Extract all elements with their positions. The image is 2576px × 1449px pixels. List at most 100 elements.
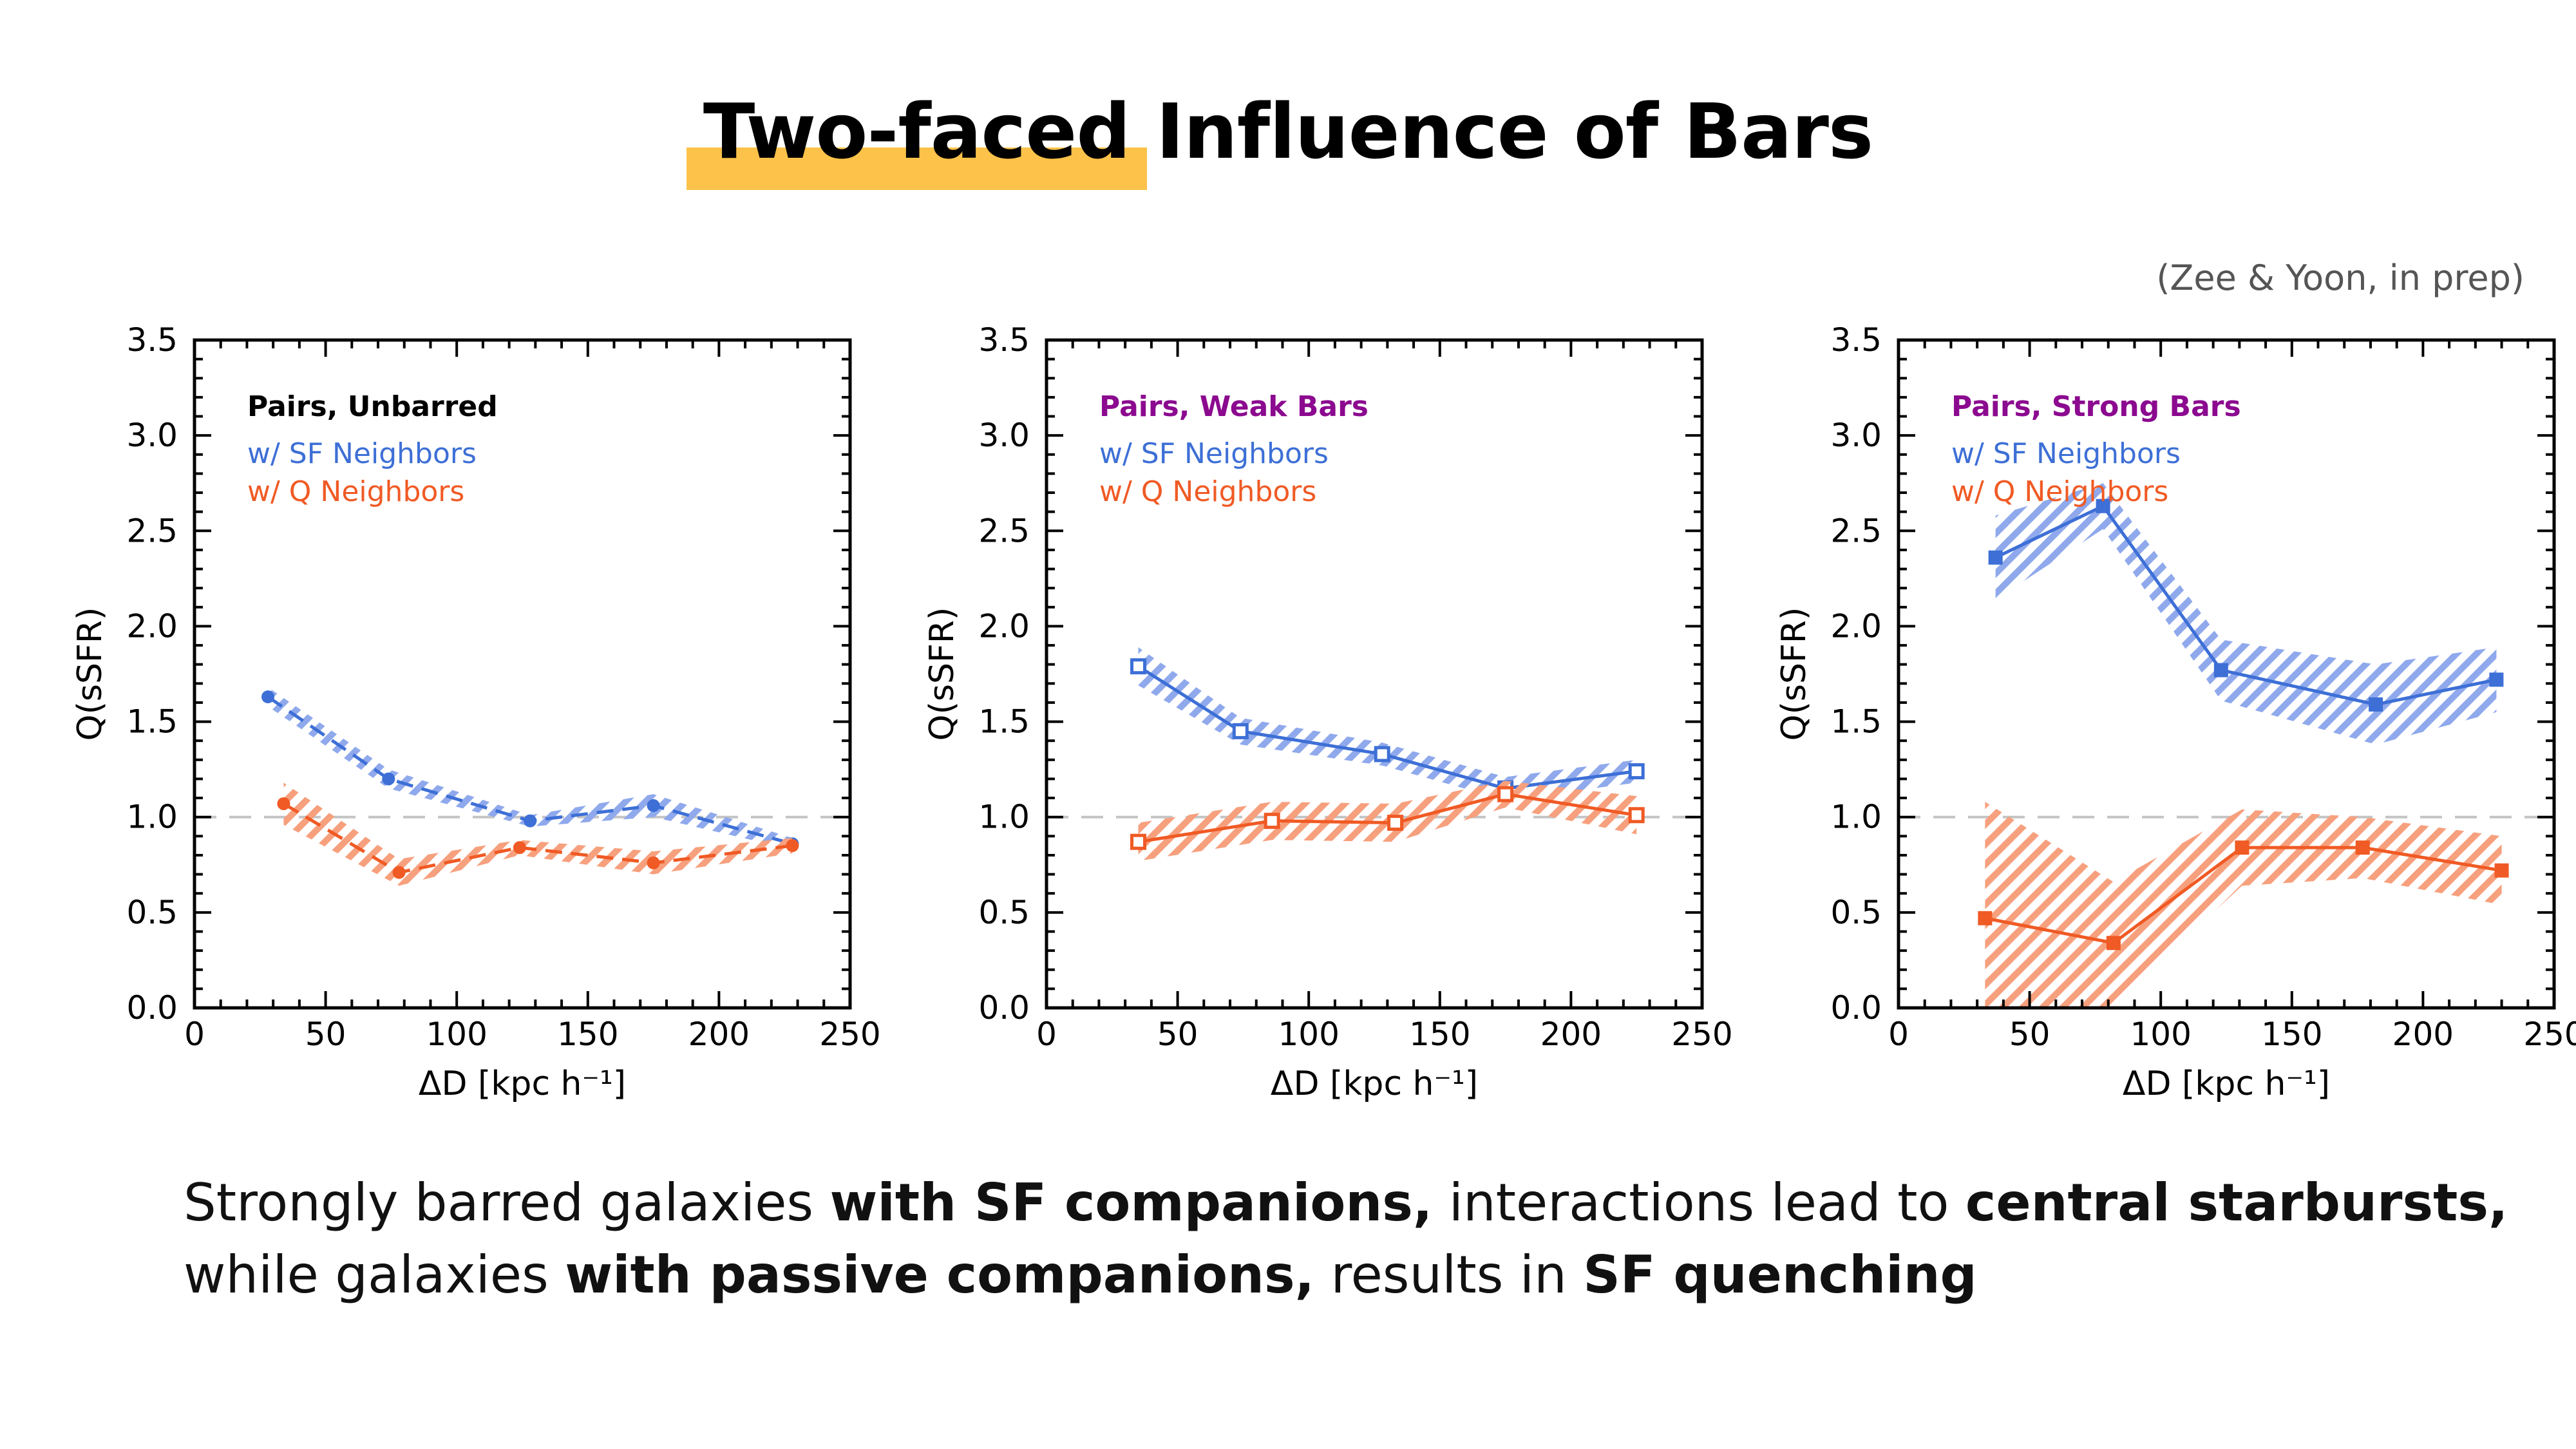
data-point [1387, 815, 1404, 831]
y-tick-label: 3.0 [1830, 417, 1882, 454]
caption-text: results in [1314, 1245, 1584, 1305]
error-band-q [1985, 802, 2502, 1008]
axis-ticks [1045, 339, 1703, 1009]
data-point [786, 839, 799, 853]
y-tick-label: 3.0 [978, 417, 1030, 454]
legend-sf-neighbors: w/ SF Neighbors [1099, 437, 1329, 470]
plot-area [1046, 647, 1702, 861]
y-tick-label: 2.0 [1830, 607, 1882, 645]
y-axis-label: Q(sSFR) [923, 607, 961, 741]
data-point [1978, 911, 1993, 925]
caption-bold: with SF companions, [829, 1173, 1433, 1233]
y-tick-label: 3.0 [126, 417, 178, 454]
data-point [1628, 807, 1645, 824]
data-point [1130, 833, 1147, 850]
data-point [513, 841, 526, 855]
y-tick-label: 1.0 [126, 799, 178, 836]
x-tick-label: 150 [2261, 1016, 2322, 1053]
x-tick-label: 150 [557, 1016, 618, 1053]
y-tick-label: 0.5 [126, 894, 178, 931]
y-tick-label: 2.5 [126, 512, 178, 549]
chart-figure: 0 50 100 150 200 250 0.0 0.5 1.0 1.5 2.0 2.5 3.0 3.5 Δ… [71, 321, 2576, 1103]
panel-title: Pairs, Unbarred [247, 390, 498, 423]
y-tick-label: 2.5 [978, 512, 1030, 549]
data-point [1130, 658, 1147, 675]
x-tick-label: 0 [184, 1016, 205, 1053]
x-tick-label: 200 [2392, 1016, 2454, 1053]
y-tick-label: 1.0 [1830, 799, 1882, 836]
data-point [2235, 840, 2249, 855]
legend-sf-neighbors: w/ SF Neighbors [1951, 437, 2181, 470]
axis-ticks [1897, 339, 2555, 1009]
panel-title: Pairs, Strong Bars [1951, 390, 2241, 423]
slide-title-wrap: Two-faced Influence of Bars [0, 87, 2576, 176]
data-point [277, 797, 290, 810]
data-point [1988, 550, 2003, 565]
x-axis-label: ΔD [kpc h⁻¹] [419, 1065, 626, 1103]
y-tick-label: 1.5 [126, 703, 178, 741]
y-tick-label: 0.5 [1830, 894, 1882, 931]
error-band-sf [1995, 483, 2497, 745]
x-tick-label: 250 [1671, 1016, 1732, 1053]
caption-bold: central starbursts, [1965, 1173, 2508, 1233]
data-point [1232, 723, 1249, 739]
legend-sf-neighbors: w/ SF Neighbors [247, 437, 477, 470]
y-tick-label: 2.0 [978, 607, 1030, 645]
data-point [2355, 840, 2370, 855]
series-line-q [283, 802, 793, 875]
data-point [2494, 863, 2509, 878]
data-point [524, 814, 537, 828]
citation-credit: (Zee & Yoon, in prep) [2156, 258, 2524, 298]
y-axis-label: Q(sSFR) [1775, 607, 1814, 741]
y-tick-label: 2.0 [126, 607, 178, 645]
y-tick-label: 2.5 [1830, 512, 1882, 549]
data-point [392, 866, 406, 879]
x-tick-label: 0 [1036, 1016, 1057, 1053]
legend-q-neighbors: w/ Q Neighbors [1099, 475, 1316, 508]
plot-frame [1897, 338, 2556, 1010]
caption-line-1: Strongly barred galaxies with SF compani… [184, 1167, 2534, 1239]
y-tick-label: 0.0 [1830, 989, 1882, 1027]
data-point [2369, 697, 2383, 712]
y-axis-label: Q(sSFR) [71, 607, 109, 741]
data-point [1497, 786, 1514, 802]
x-tick-label: 200 [688, 1016, 750, 1053]
chart-panel-2: 0 50 100 150 200 250 0.0 0.5 1.0 1.5 2.0 2.5 3.0 3.5 Δ… [923, 321, 1733, 1103]
plot-area [194, 687, 850, 886]
chart-panel-3: 0 50 100 150 200 250 0.0 0.5 1.0 1.5 2.0 2.5 3.0 3.5 Δ… [1775, 321, 2576, 1103]
plot-frame [193, 338, 852, 1010]
x-tick-label: 50 [305, 1016, 346, 1053]
slide-title-rest: Influence of Bars [1130, 87, 1873, 176]
y-tick-label: 0.5 [978, 894, 1030, 931]
caption-bold: with passive companions, [565, 1245, 1315, 1305]
x-tick-label: 100 [2130, 1016, 2191, 1053]
chart-panel-1: 0 50 100 150 200 250 0.0 0.5 1.0 1.5 2.0 2.5 3.0 3.5 Δ… [71, 321, 881, 1103]
x-tick-label: 250 [2523, 1016, 2576, 1053]
data-point [261, 690, 275, 704]
slide-title: Two-faced Influence of Bars [703, 87, 1873, 176]
y-tick-label: 3.5 [126, 321, 178, 359]
error-band-q [283, 782, 793, 886]
axis-ticks [193, 339, 851, 1009]
y-tick-label: 0.0 [978, 989, 1030, 1027]
slide-title-highlight: Two-faced [703, 87, 1131, 176]
x-tick-label: 100 [1278, 1016, 1339, 1053]
y-tick-label: 1.0 [978, 799, 1030, 836]
data-point [647, 856, 660, 869]
caption-line-2: while galaxies with passive companions, … [184, 1239, 2534, 1311]
y-tick-label: 1.5 [978, 703, 1030, 741]
data-point [2106, 936, 2121, 951]
data-point [647, 799, 660, 812]
y-tick-label: 3.5 [1830, 321, 1882, 359]
y-tick-label: 3.5 [978, 321, 1030, 359]
caption-text: interactions lead to [1432, 1173, 1965, 1233]
x-tick-label: 150 [1409, 1016, 1470, 1053]
x-tick-label: 0 [1888, 1016, 1909, 1053]
x-tick-label: 50 [1157, 1016, 1198, 1053]
data-point [2213, 663, 2228, 677]
caption-text: Strongly barred galaxies [184, 1173, 830, 1233]
caption-bold: SF quenching [1583, 1245, 1977, 1305]
x-tick-label: 200 [1540, 1016, 1602, 1053]
data-point [2489, 672, 2504, 687]
slide-caption: Strongly barred galaxies with SF compani… [184, 1167, 2534, 1311]
